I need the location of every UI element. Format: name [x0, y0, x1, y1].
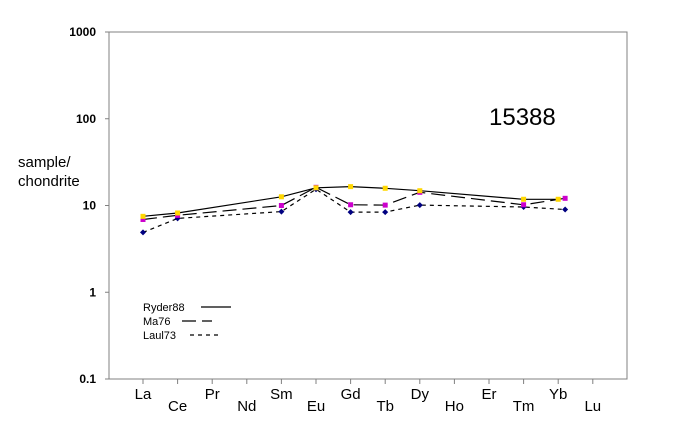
data-point [555, 196, 561, 202]
x-tick-label: Dy [411, 386, 430, 403]
data-point [278, 203, 284, 208]
series-layer [140, 184, 569, 236]
y-tick-label: 0.1 [79, 372, 96, 386]
x-tick-label: Ce [168, 398, 187, 415]
y-axis-label-line2: chondrite [18, 173, 80, 190]
data-point [382, 202, 388, 208]
y-axis: 0.1 1 10 100 1000 [69, 25, 109, 386]
legend-label: Ryder88 [143, 302, 185, 314]
legend-item: Ma76 [143, 316, 212, 328]
legend: Ryder88 Ma76 Laul73 [143, 302, 231, 342]
y-tick-label: 10 [83, 199, 97, 213]
legend-item: Laul73 [143, 330, 220, 342]
x-tick-label: Gd [341, 386, 361, 403]
legend-label: Laul73 [143, 330, 176, 342]
series-ma76 [142, 186, 566, 221]
series-markers-ryder88 [140, 184, 561, 219]
data-point [348, 184, 354, 190]
legend-item: Ryder88 [143, 302, 231, 314]
x-tick-label: Nd [237, 398, 256, 415]
data-point [278, 194, 284, 200]
x-tick-label: Sm [270, 386, 293, 403]
data-point [521, 196, 527, 202]
x-tick-label: Lu [584, 398, 601, 415]
data-point [562, 206, 569, 213]
legend-label: Ma76 [143, 316, 171, 328]
data-point [382, 185, 388, 191]
x-tick-label: Ho [445, 398, 464, 415]
data-point [521, 202, 527, 208]
y-tick-label: 1 [89, 285, 96, 299]
x-tick-label: La [135, 386, 152, 403]
x-tick-label: Eu [307, 398, 325, 415]
data-point [313, 185, 319, 191]
data-point [175, 210, 181, 216]
data-point [382, 209, 389, 216]
series-line [142, 186, 566, 221]
data-point [140, 216, 146, 222]
x-tick-label: Yb [549, 386, 567, 403]
x-axis: La Ce Pr Nd Sm Eu Gd Tb Dy Ho Er Tm Yb Lu [135, 379, 601, 415]
data-point [140, 229, 146, 236]
x-tick-label: Er [482, 386, 497, 403]
data-point [140, 213, 146, 219]
chart-annotation: 15388 [489, 104, 556, 131]
x-tick-label: Tm [513, 398, 535, 415]
x-tick-label: Pr [205, 386, 220, 403]
plot-frame [108, 31, 628, 380]
y-tick-label: 100 [76, 112, 96, 126]
data-point [348, 202, 354, 208]
data-point [417, 188, 423, 194]
x-tick-label: Tb [376, 398, 394, 415]
data-point [278, 208, 285, 215]
data-point [562, 195, 568, 201]
y-axis-label-line1: sample/ [18, 154, 71, 171]
y-tick-label: 1000 [69, 25, 96, 39]
data-point [416, 202, 423, 209]
data-point [347, 209, 354, 216]
